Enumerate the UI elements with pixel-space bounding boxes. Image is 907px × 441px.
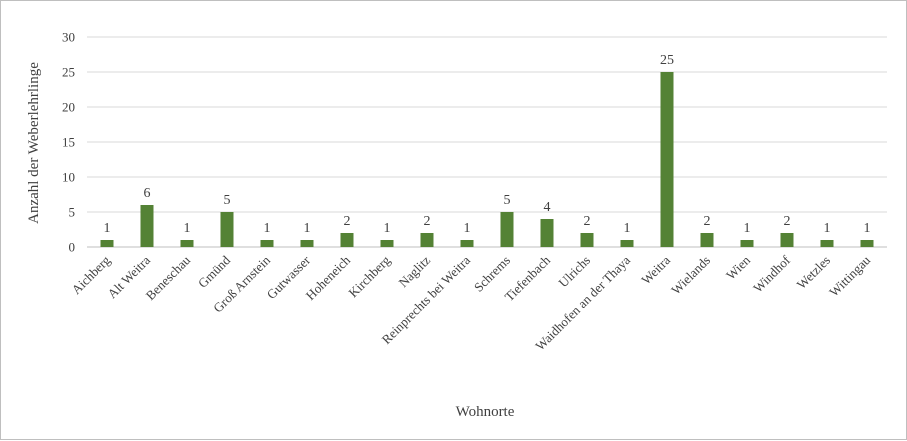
data-label: 5 xyxy=(224,193,231,208)
bar xyxy=(660,72,674,247)
y-tick-label: 10 xyxy=(62,170,75,185)
x-tick-label: Wien xyxy=(723,252,753,282)
data-label: 2 xyxy=(584,214,591,229)
data-label: 1 xyxy=(104,221,111,236)
bar xyxy=(100,240,114,247)
bar xyxy=(540,219,554,247)
data-label: 5 xyxy=(504,193,511,208)
data-label: 2 xyxy=(424,214,431,229)
data-label: 1 xyxy=(624,221,631,236)
y-tick-label: 15 xyxy=(62,135,75,150)
y-axis-ticks: 0 5 10 15 20 25 30 xyxy=(62,30,75,255)
y-axis-title: Anzahl der Weberlehrlinge xyxy=(26,62,42,224)
bar xyxy=(620,240,634,247)
x-tick-label: Beneschau xyxy=(143,252,194,303)
x-tick-label: Kirchberg xyxy=(345,252,393,300)
bar xyxy=(700,233,714,247)
bar xyxy=(300,240,314,247)
data-label: 1 xyxy=(464,221,471,236)
data-label: 6 xyxy=(144,186,151,201)
bar xyxy=(860,240,874,247)
data-label: 1 xyxy=(864,221,871,236)
x-axis-title: Wohnorte xyxy=(456,404,515,420)
data-label: 1 xyxy=(264,221,271,236)
x-tick-label: Gmünd xyxy=(195,252,234,291)
data-label: 1 xyxy=(824,221,831,236)
x-tick-label: Ulrichs xyxy=(555,253,593,291)
bar xyxy=(220,212,234,247)
bar xyxy=(260,240,274,247)
y-tick-label: 5 xyxy=(69,205,76,220)
x-tick-label: Wetzles xyxy=(794,253,833,292)
bar xyxy=(820,240,834,247)
x-tick-label: Weitra xyxy=(638,252,673,287)
y-tick-label: 30 xyxy=(62,30,75,45)
x-tick-label: Windhof xyxy=(750,252,793,295)
y-tick-label: 0 xyxy=(69,240,76,255)
data-label: 4 xyxy=(544,200,551,215)
bar xyxy=(340,233,354,247)
y-tick-label: 25 xyxy=(62,65,75,80)
bar xyxy=(460,240,474,247)
bars xyxy=(100,72,874,247)
data-label: 25 xyxy=(660,53,674,68)
bar xyxy=(420,233,434,247)
data-label: 1 xyxy=(304,221,311,236)
bar xyxy=(580,233,594,247)
data-label: 1 xyxy=(744,221,751,236)
data-label: 2 xyxy=(704,214,711,229)
data-label: 2 xyxy=(784,214,791,229)
bar xyxy=(180,240,194,247)
data-label: 1 xyxy=(184,221,191,236)
data-label: 2 xyxy=(344,214,351,229)
bar xyxy=(500,212,514,247)
bar xyxy=(140,205,154,247)
gridlines xyxy=(87,36,887,248)
x-tick-label: Wittingau xyxy=(826,252,873,299)
bar xyxy=(780,233,794,247)
x-tick-label: Wielands xyxy=(668,253,713,298)
x-tick-label: Hoheneich xyxy=(303,252,354,303)
data-label: 1 xyxy=(384,221,391,236)
y-tick-label: 20 xyxy=(62,100,75,115)
bar xyxy=(740,240,754,247)
bar xyxy=(380,240,394,247)
x-tick-label: Naglitz xyxy=(395,252,433,290)
data-labels: 1 6 1 5 1 1 2 1 2 1 5 4 2 1 25 2 1 2 1 1 xyxy=(104,53,871,236)
